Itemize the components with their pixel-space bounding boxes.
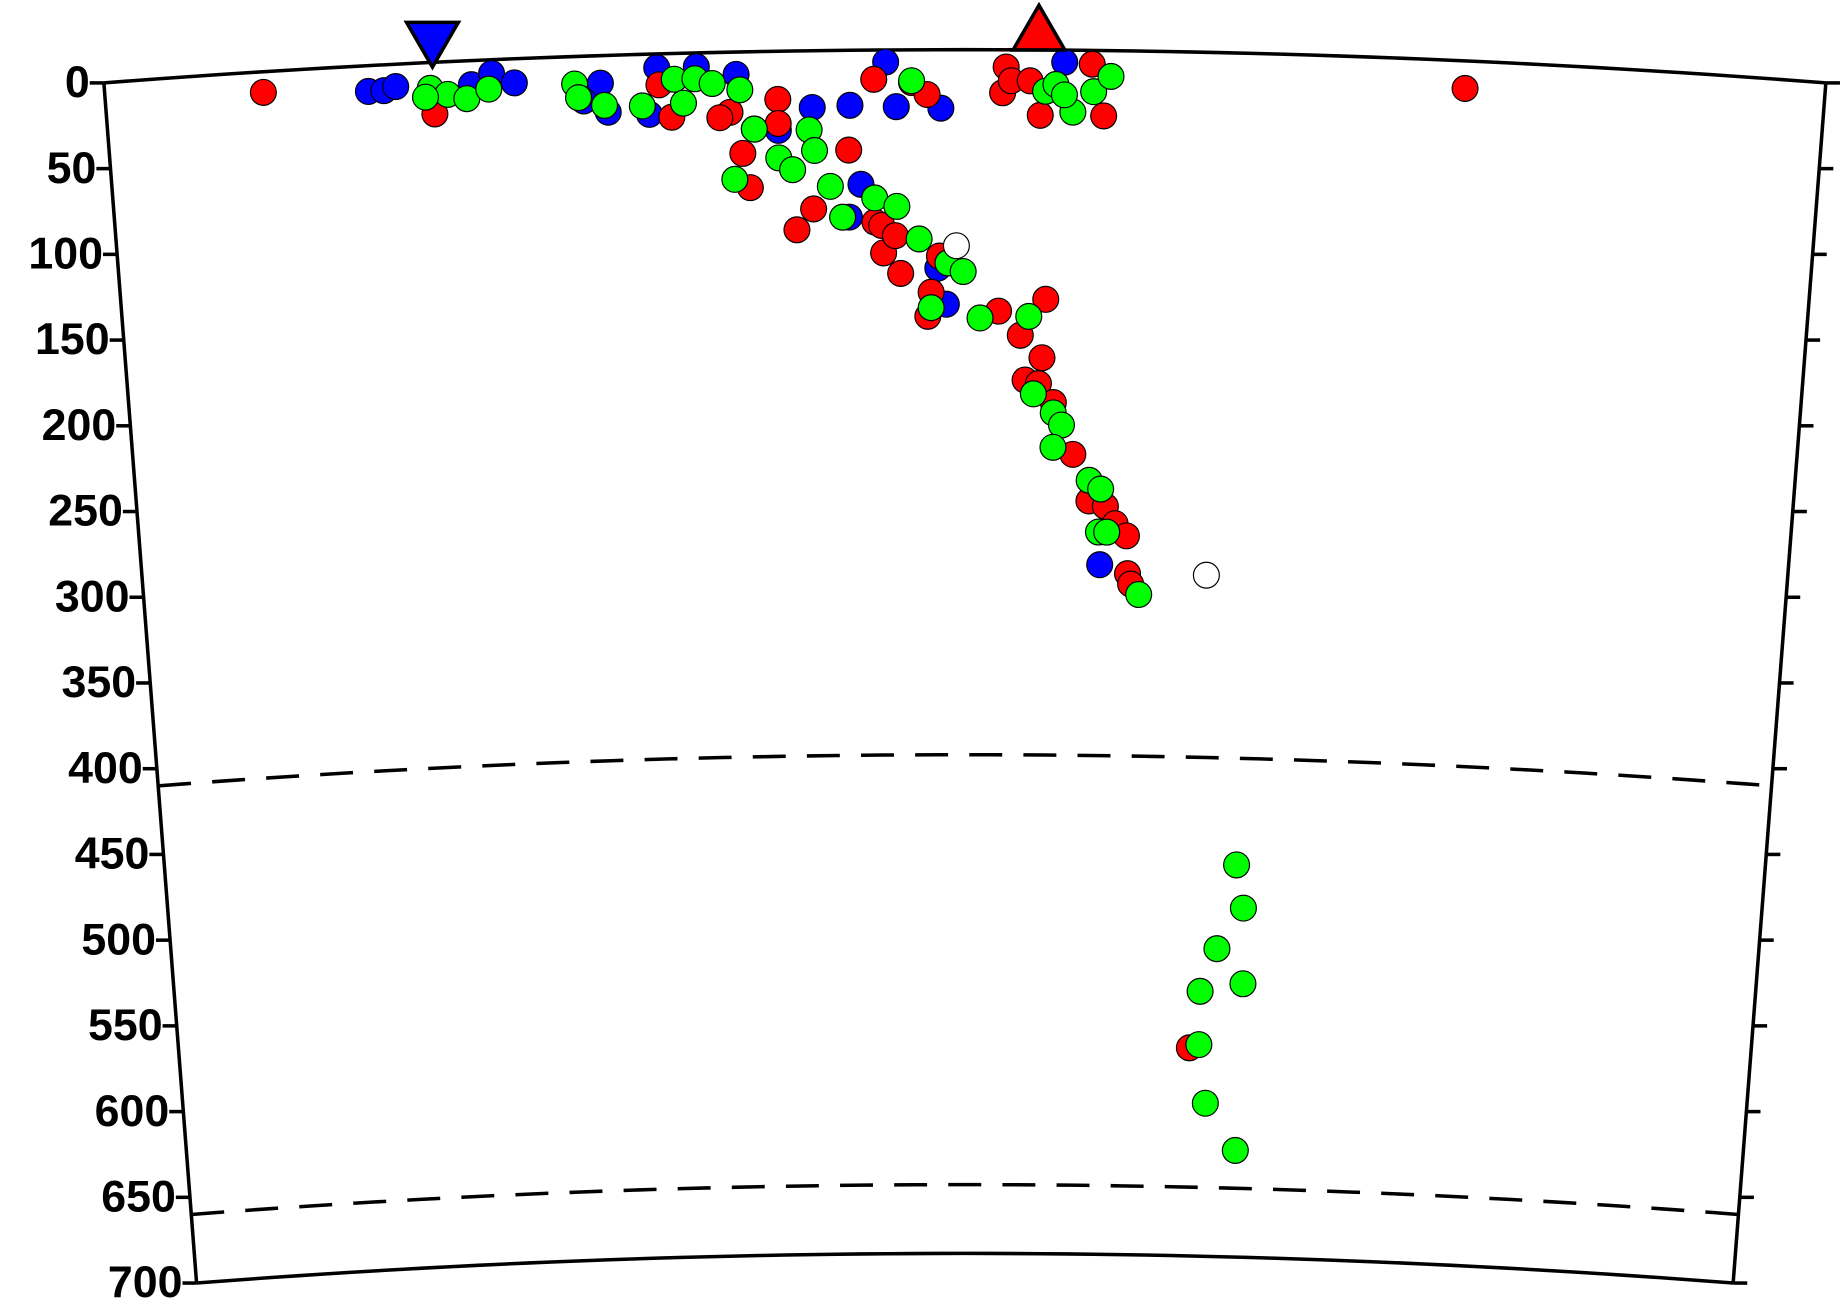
y-tick-label: 200 (42, 401, 117, 450)
event-point (628, 92, 656, 120)
marks (249, 1, 1479, 1164)
event-point (829, 203, 857, 231)
event-point (382, 73, 410, 101)
event-point (917, 294, 945, 322)
station-marker (403, 20, 462, 71)
y-tick-label: 500 (81, 915, 156, 964)
frame: 0 50 100 150 200 250 300 350 400 450 500 550 600 650 7… (28, 47, 1840, 1307)
event-point (966, 304, 994, 332)
event-point (905, 225, 933, 253)
event-point (764, 109, 792, 138)
event-point (779, 156, 807, 184)
event-point (1185, 1031, 1213, 1059)
discontinuity (158, 752, 1772, 788)
event-point (1221, 1136, 1249, 1164)
event-point (882, 93, 910, 121)
event-point (1050, 81, 1078, 109)
event-point (942, 232, 970, 260)
event-point (1097, 62, 1125, 90)
event-point (726, 76, 754, 104)
event-point (860, 65, 888, 93)
bottom-boundary (196, 1251, 1734, 1285)
event-point (1191, 1089, 1219, 1117)
event-point (949, 257, 977, 286)
y-tick-label: 650 (101, 1172, 176, 1221)
event-point (1229, 894, 1257, 922)
event-point (1125, 580, 1153, 609)
y-tick-label: 550 (88, 1001, 163, 1050)
y-tick-label: 300 (55, 572, 130, 621)
event-point (1019, 380, 1047, 408)
event-point (565, 84, 593, 112)
event-point (1451, 74, 1479, 102)
y-tick-label: 250 (48, 487, 123, 536)
event-point (798, 93, 826, 122)
event-point (1028, 344, 1056, 372)
event-point (1203, 935, 1231, 963)
event-point (721, 165, 749, 193)
station-marker (1010, 1, 1068, 52)
event-point (1026, 101, 1054, 129)
event-point (411, 83, 440, 111)
y-tick-label: 700 (108, 1258, 183, 1307)
event-point (1229, 970, 1257, 998)
event-point (1015, 302, 1043, 330)
event-point (881, 222, 909, 250)
y-tick-label: 150 (35, 315, 110, 364)
event-point (591, 91, 619, 119)
y-tick-label: 0 (65, 58, 90, 107)
event-point (1039, 433, 1067, 461)
event-point (669, 89, 697, 117)
event-point (800, 195, 828, 223)
event-point (835, 136, 863, 164)
event-point (836, 91, 864, 119)
event-point (898, 67, 926, 95)
event-point (783, 216, 811, 244)
event-point (883, 192, 911, 220)
event-point (1078, 50, 1106, 78)
y-tick-label: 600 (95, 1087, 170, 1136)
event-point (887, 259, 915, 287)
event-point (801, 136, 829, 164)
event-point (706, 104, 734, 132)
event-point (500, 69, 528, 97)
event-point (475, 75, 503, 103)
event-point (1080, 78, 1108, 106)
event-point (740, 115, 768, 143)
y-tick-label: 400 (68, 744, 143, 793)
event-point (1192, 561, 1220, 589)
event-point (249, 78, 277, 106)
y-tick-label: 450 (75, 830, 150, 879)
event-point (1223, 851, 1251, 879)
event-point (1032, 285, 1060, 313)
event-point (729, 139, 757, 167)
y-tick-label: 50 (47, 144, 97, 193)
y-tick-label: 350 (62, 658, 137, 707)
event-point (698, 69, 726, 98)
top-boundary (103, 47, 1826, 85)
event-point (1090, 102, 1118, 130)
event-point (764, 85, 792, 113)
event-point (1093, 518, 1121, 546)
discontinuity (191, 1182, 1739, 1217)
event-point (816, 172, 844, 200)
event-point (1086, 551, 1114, 579)
event-point (1186, 977, 1214, 1005)
event-point (1087, 475, 1115, 503)
y-tick-label: 100 (28, 230, 103, 279)
